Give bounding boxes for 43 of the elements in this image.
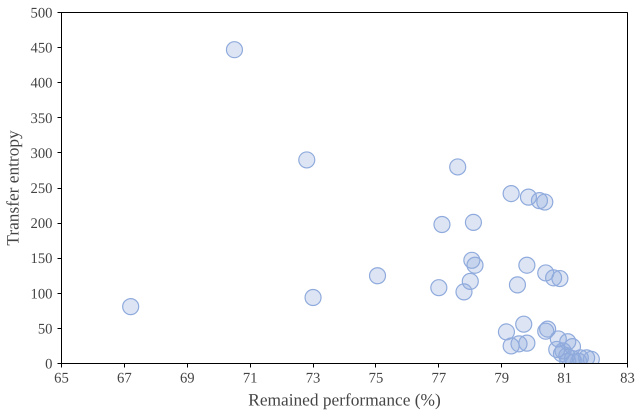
y-tick-label: 300 <box>30 146 52 162</box>
point <box>498 323 516 340</box>
y-tick-label: 200 <box>30 216 52 232</box>
point <box>536 193 554 211</box>
y-tick-label: 50 <box>38 321 52 338</box>
y-tick-label: 100 <box>30 286 52 302</box>
point <box>464 214 482 231</box>
x-tick-label: 77 <box>432 370 446 386</box>
x-axis-title: Remained performance (%) <box>248 390 441 410</box>
point <box>466 256 484 274</box>
point <box>298 151 316 169</box>
y-axis-title: Transfer entropy <box>4 130 23 246</box>
point <box>122 298 140 316</box>
point <box>552 345 570 362</box>
y-tick-label: 150 <box>30 251 52 268</box>
point <box>433 216 451 234</box>
point <box>368 267 386 284</box>
point <box>462 272 479 290</box>
x-tick-label: 69 <box>180 370 195 386</box>
y-tick-label: 250 <box>30 181 52 197</box>
x-tick-label: 79 <box>494 370 510 386</box>
point <box>551 270 568 288</box>
point <box>430 279 448 296</box>
point <box>304 288 322 306</box>
y-tick-label: 500 <box>30 6 52 22</box>
point <box>449 158 466 176</box>
x-tick-label: 83 <box>620 370 635 386</box>
point <box>518 334 536 352</box>
point <box>508 276 526 294</box>
y-tick-label: 350 <box>30 110 52 127</box>
y-tick-label: 0 <box>45 356 52 372</box>
x-tick-label: 75 <box>368 370 384 386</box>
y-tick-label: 450 <box>30 40 52 57</box>
y-tick-label: 400 <box>30 76 52 92</box>
point <box>515 316 532 333</box>
x-tick-label: 67 <box>117 370 132 386</box>
x-tick-label: 65 <box>54 370 69 386</box>
x-tick-label: 73 <box>306 370 320 386</box>
point <box>502 185 520 202</box>
point <box>226 41 244 58</box>
x-tick-label: 71 <box>242 370 258 386</box>
x-tick-label: 81 <box>557 370 572 386</box>
point <box>518 256 536 274</box>
